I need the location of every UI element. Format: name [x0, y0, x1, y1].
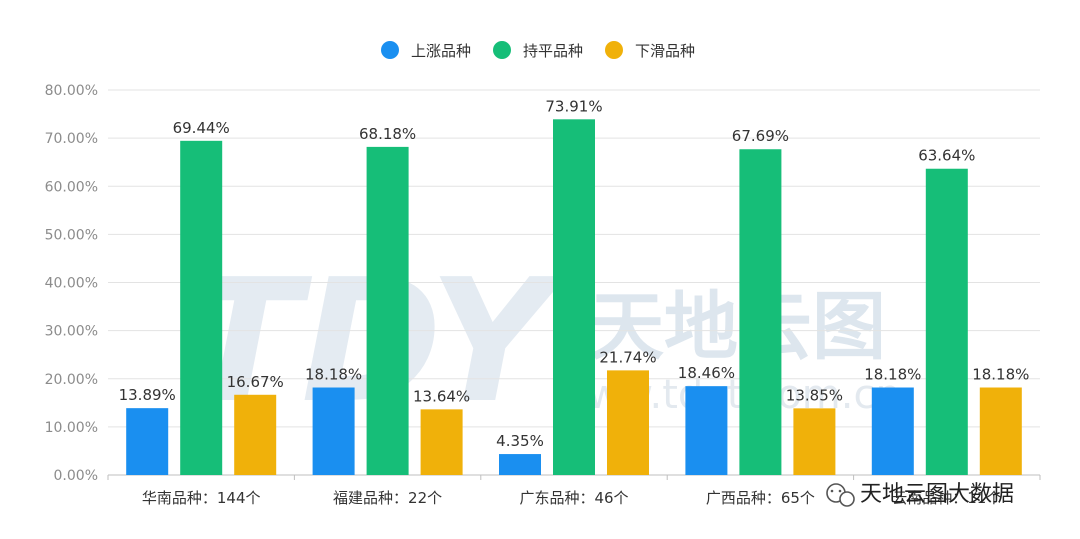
y-tick-label: 10.00% [45, 420, 98, 436]
bar-1-3 [499, 454, 541, 475]
bar-3-5 [979, 387, 1022, 475]
watermark-text: 天地云图 [590, 284, 886, 370]
y-tick-label: 20.00% [45, 372, 98, 388]
y-tick-label: 60.00% [45, 179, 98, 195]
bar-3-1 [234, 394, 277, 475]
legend-marker-1 [381, 41, 399, 59]
data-label: 4.35% [496, 432, 544, 450]
brand-text: 天地云图大数据 [860, 482, 1014, 507]
bars [126, 119, 1022, 476]
y-tick-label: 0.00% [54, 468, 98, 484]
x-category-label: 广西品种：65个 [706, 489, 815, 507]
wechat-icon [826, 483, 855, 507]
bar-1-5 [871, 387, 914, 475]
data-label: 18.18% [972, 366, 1029, 384]
x-axis-categories: 华南品种：144个 福建品种：22个 广东品种：46个 广西品种：65个 云南品种：11… [142, 489, 1001, 507]
legend-label: 下滑品种 [635, 42, 695, 60]
data-label: 68.18% [359, 125, 416, 143]
bar-1-4 [685, 386, 728, 475]
brand-overlay: 天地云图大数据 [826, 482, 1014, 507]
y-tick-label: 30.00% [45, 324, 98, 340]
bar-1-2 [312, 387, 355, 475]
y-axis-ticks: 0.00% 10.00% 20.00% 30.00% 40.00% 50.00% 60.00… [45, 83, 98, 484]
legend-marker-2 [493, 41, 511, 59]
data-label: 13.85% [786, 386, 843, 404]
bar-2-5 [925, 168, 968, 476]
data-label: 18.18% [864, 366, 921, 384]
data-label: 67.69% [732, 127, 789, 145]
legend-label: 持平品种 [523, 42, 583, 60]
x-category-label: 广东品种：46个 [519, 489, 628, 507]
y-tick-label: 80.00% [45, 83, 98, 99]
data-labels: 13.89% 69.44% 16.67% 18.18% 68.18% 13.64% 4.35… [119, 97, 1030, 450]
data-label: 16.67% [227, 373, 284, 391]
data-label: 18.18% [305, 366, 362, 384]
y-tick-label: 70.00% [45, 131, 98, 147]
x-category-label: 华南品种：144个 [142, 489, 261, 507]
data-label: 13.89% [119, 386, 176, 404]
x-category-label: 云南品种：11个 [892, 489, 1001, 507]
legend-marker-3 [605, 41, 623, 59]
bar-2-4 [739, 149, 782, 475]
data-label: 18.46% [678, 364, 735, 382]
x-category-label: 福建品种：22个 [333, 489, 442, 507]
bar-2-2 [366, 146, 409, 476]
legend-label: 上涨品种 [411, 42, 471, 60]
data-label: 21.74% [599, 348, 656, 366]
data-label: 63.64% [918, 147, 975, 165]
bar-3-4 [793, 408, 836, 475]
bar-3-2 [420, 409, 463, 475]
bar-3-3 [607, 370, 649, 475]
bar-1-1 [126, 408, 169, 475]
y-tick-label: 40.00% [45, 276, 98, 292]
bar-2-1 [180, 140, 223, 475]
bar-2-3 [553, 119, 595, 475]
legend: 上涨品种 持平品种 下滑品种 [381, 41, 695, 60]
y-tick-label: 50.00% [45, 227, 98, 243]
data-label: 13.64% [413, 387, 470, 405]
data-label: 73.91% [545, 97, 602, 115]
data-label: 69.44% [173, 119, 230, 137]
